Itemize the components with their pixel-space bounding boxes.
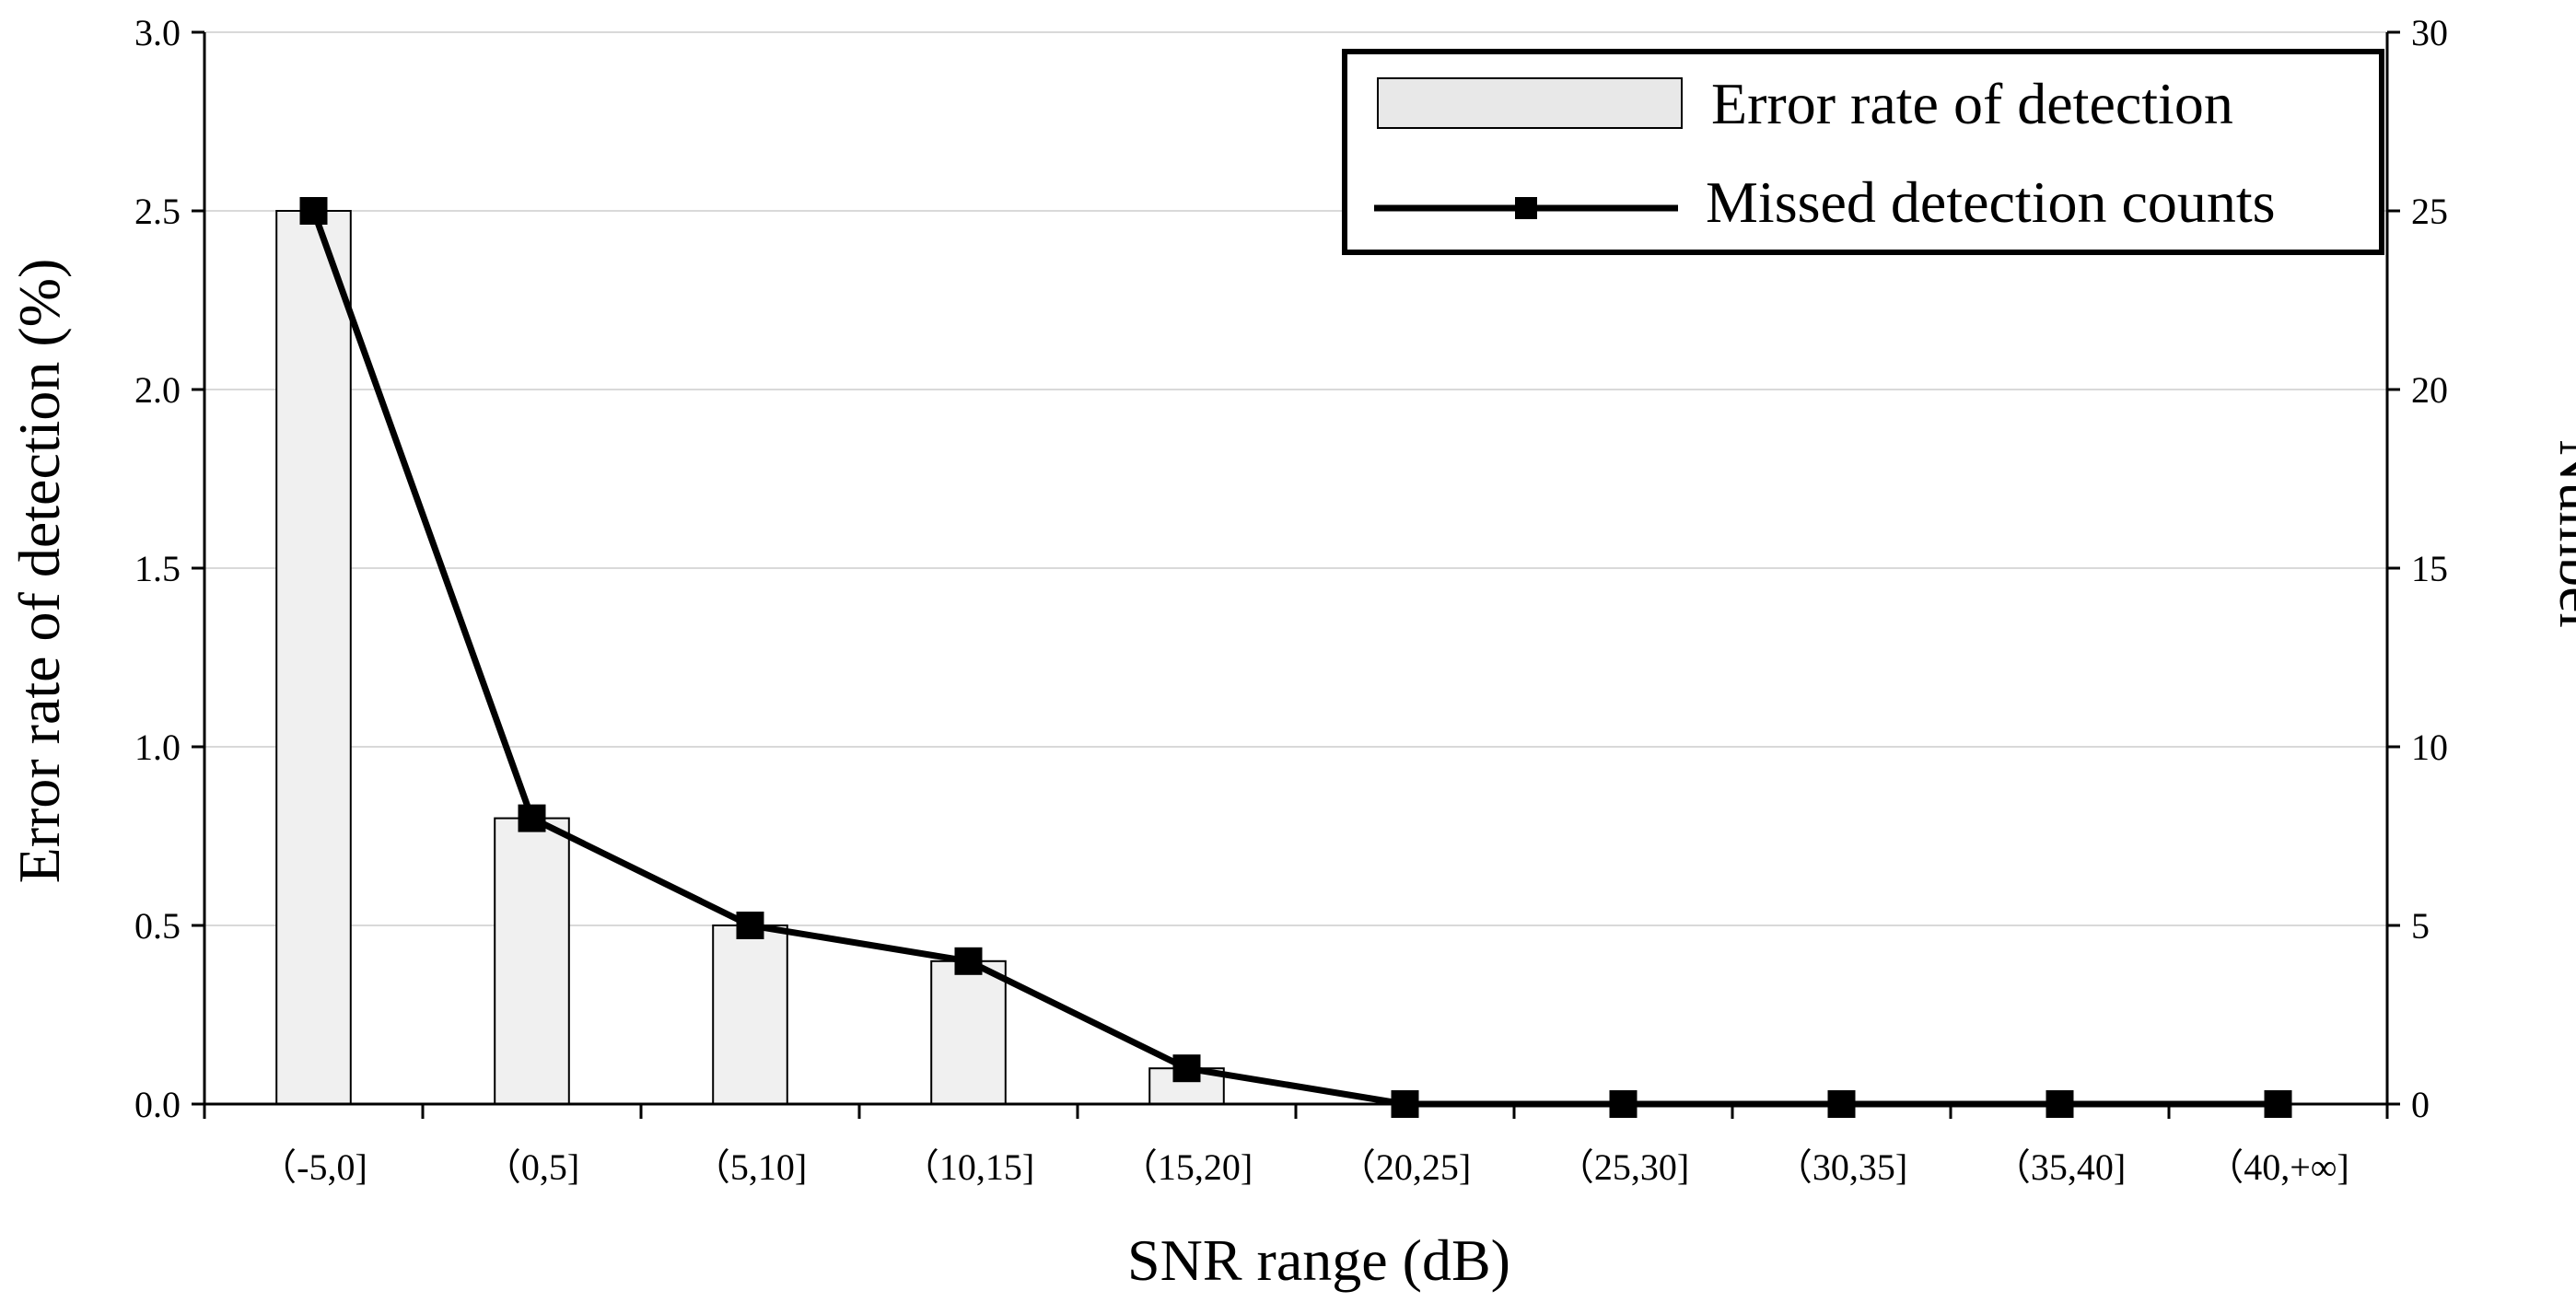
x-tick-label: （20,25]: [1339, 1146, 1471, 1188]
x-tick-label: （15,20]: [1121, 1146, 1253, 1188]
y-tick-label: 1.5: [134, 548, 181, 589]
line-point: [1391, 1090, 1419, 1118]
x-tick-label: （35,40]: [1994, 1146, 2126, 1188]
line-point: [954, 947, 983, 975]
line-point: [518, 804, 546, 832]
bar: [275, 210, 352, 1105]
legend-bar-swatch: [1377, 77, 1683, 129]
line-point: [1172, 1054, 1201, 1083]
line-point: [2046, 1090, 2074, 1118]
y-tick-label: 1.0: [134, 727, 181, 768]
bar: [494, 817, 570, 1105]
x-tick-label: （-5,0]: [260, 1146, 367, 1188]
bar: [712, 924, 788, 1105]
y2-tick-label: 30: [2411, 12, 2448, 53]
y-tick-label: 0.5: [134, 905, 181, 947]
line-point: [2264, 1090, 2292, 1118]
y2-tick-label: 15: [2411, 548, 2448, 589]
legend-line-marker: [1515, 197, 1537, 219]
grid: [204, 31, 2387, 926]
line-series: [299, 197, 2292, 1118]
ticks: 0.0 0 0.5 5 1.0 10 1.5 15 2.0 20 2.5 25 3.0 30 （-5,0] （…: [134, 12, 2448, 1188]
line-point: [299, 197, 328, 225]
x-tick-label: （40,+∞]: [2207, 1146, 2349, 1188]
bar-series: [275, 210, 1225, 1106]
x-tick-label: （10,15]: [903, 1146, 1034, 1188]
line-point: [1827, 1090, 1856, 1118]
bar: [930, 959, 1007, 1106]
y-tick-label: 2.5: [134, 191, 181, 232]
y2-tick-label: 5: [2411, 905, 2430, 947]
x-axis-title: SNR range (dB): [1127, 1227, 1510, 1293]
series-line: [310, 209, 2279, 1108]
y-axis-title: Error rate of detection (%): [6, 259, 72, 884]
y2-tick-label: 10: [2411, 727, 2448, 768]
y2-tick-label: 0: [2411, 1084, 2430, 1125]
x-tick-label: （25,30]: [1557, 1146, 1689, 1188]
y-tick-label: 3.0: [134, 12, 181, 53]
y-tick-label: 2.0: [134, 369, 181, 411]
y-tick-label: 0.0: [134, 1084, 181, 1125]
line-point: [736, 912, 764, 939]
legend-label-bar: Error rate of detection: [1711, 71, 2233, 136]
legend-label-line: Missed detection counts: [1706, 169, 2276, 235]
y2-tick-label: 25: [2411, 191, 2448, 232]
y2-tick-label: 20: [2411, 369, 2448, 411]
y2-axis-title: Number: [2547, 439, 2576, 633]
x-tick-label: （5,10]: [694, 1146, 807, 1188]
line-point: [1609, 1090, 1638, 1118]
x-tick-label: （30,35]: [1776, 1146, 1907, 1188]
x-tick-label: （0,5]: [484, 1146, 579, 1188]
legend: Error rate of detection Missed detection…: [1342, 49, 2384, 255]
